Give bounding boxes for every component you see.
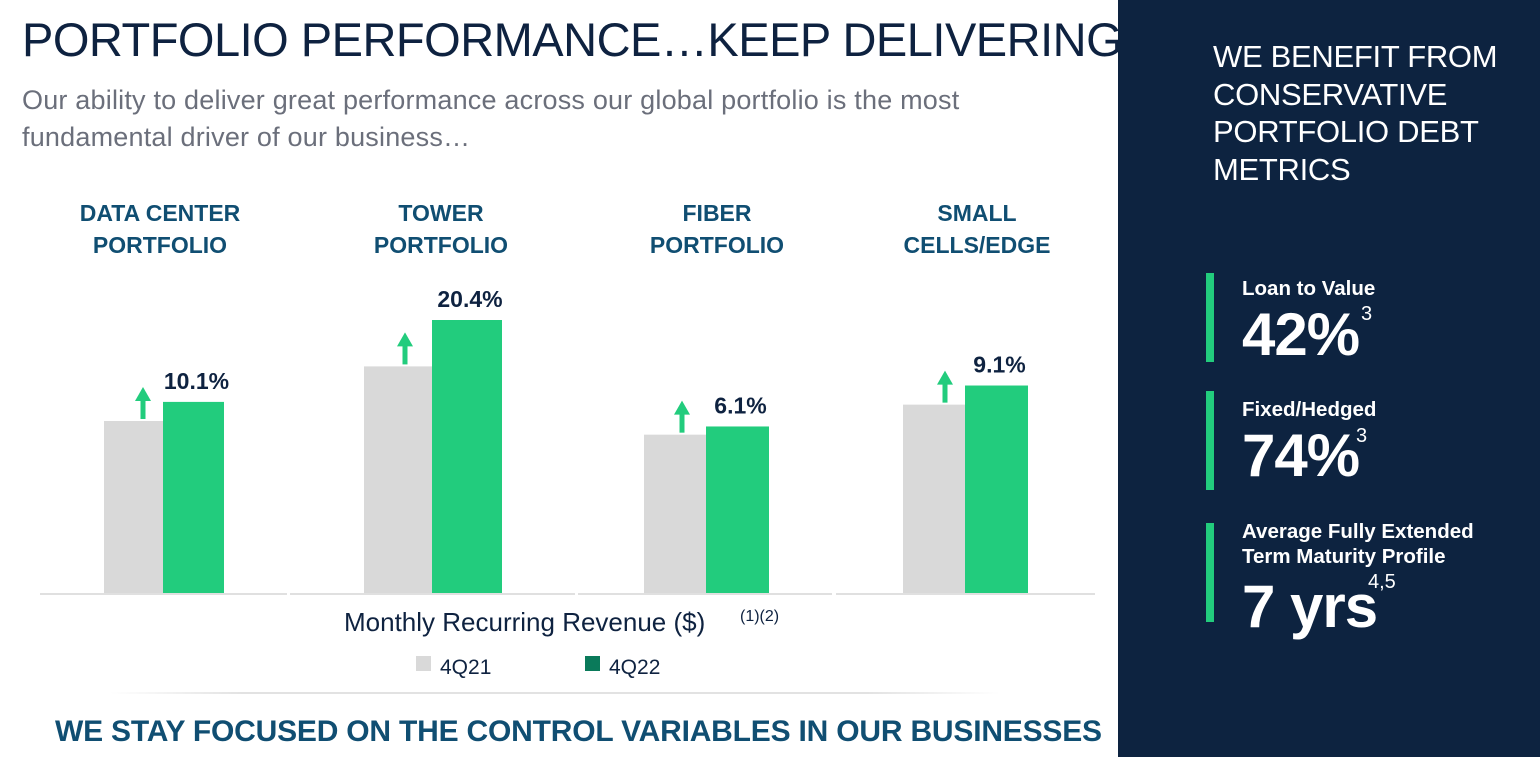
page-title: PORTFOLIO PERFORMANCE…KEEP DELIVERING: [22, 13, 1123, 66]
category-label: TOWER: [398, 200, 484, 226]
metric-accent-bar: [1206, 523, 1214, 622]
metric-label-line2: Term Maturity Profile: [1242, 545, 1446, 568]
metric-label: Average Fully Extended Term Maturity Pro…: [1242, 519, 1474, 569]
growth-arrow-icon: [674, 400, 690, 415]
category-label: SMALL: [937, 200, 1016, 226]
metric-footnote: 4,5: [1368, 571, 1396, 593]
panel-title: WE BENEFIT FROM CONSERVATIVE PORTFOLIO D…: [1213, 39, 1498, 187]
metric-accent-bar: [1206, 391, 1214, 490]
footer-headline: WE STAY FOCUSED ON THE CONTROL VARIABLES…: [55, 715, 1102, 748]
growth-arrow-shaft: [402, 344, 408, 365]
growth-arrow-icon: [135, 387, 151, 402]
bar-4q22: [965, 385, 1028, 593]
metric-value: 7 yrs: [1242, 573, 1378, 640]
bar-4q21: [644, 434, 706, 593]
legend-label: 4Q21: [440, 656, 491, 679]
bar-4q22: [432, 320, 502, 593]
x-axis-title-footnote: (1)(2): [740, 608, 779, 625]
mrr-growth-bar-chart: DATA CENTER PORTFOLIO 10.1% TOWER PORTFOLIO 2…: [40, 200, 1095, 679]
growth-arrow-shaft: [942, 382, 948, 403]
metric-footnote: 3: [1361, 303, 1373, 325]
growth-data-label: 10.1%: [164, 368, 229, 394]
debt-metrics-panel: WE BENEFIT FROM CONSERVATIVE PORTFOLIO D…: [1118, 0, 1540, 757]
growth-arrow-shaft: [679, 412, 685, 433]
growth-data-label: 20.4%: [437, 286, 502, 312]
metric-accent-bar: [1206, 273, 1214, 362]
legend-label: 4Q22: [609, 656, 660, 679]
category-label: PORTFOLIO: [93, 232, 227, 258]
category-label: CELLS/EDGE: [904, 232, 1051, 258]
growth-arrow-shaft: [140, 399, 146, 420]
metric-label: Loan to Value: [1242, 277, 1376, 300]
metric-value: 42%: [1242, 301, 1360, 368]
legend-swatch: [416, 656, 431, 671]
metric-footnote: 3: [1356, 425, 1368, 447]
metric-label: Fixed/Hedged: [1242, 398, 1377, 421]
x-axis-title: Monthly Recurring Revenue ($): [344, 607, 705, 637]
footer-divider: [110, 692, 1000, 694]
bar-4q21: [903, 404, 965, 593]
page-subtitle: Our ability to deliver great performance…: [22, 85, 960, 152]
main-content: PORTFOLIO PERFORMANCE…KEEP DELIVERING Ou…: [22, 13, 1123, 748]
bar-4q22: [706, 426, 769, 593]
growth-data-label: 6.1%: [714, 392, 766, 418]
metric-label-line1: Average Fully Extended: [1242, 520, 1474, 543]
legend-swatch: [585, 656, 600, 671]
growth-arrow-icon: [937, 370, 953, 385]
category-label: DATA CENTER: [80, 200, 241, 226]
category-label: FIBER: [683, 200, 752, 226]
metric-value: 74%: [1242, 422, 1360, 489]
category-label: PORTFOLIO: [374, 232, 508, 258]
bar-4q21: [104, 421, 164, 593]
growth-arrow-icon: [397, 332, 413, 347]
bar-4q21: [364, 366, 432, 593]
category-label: PORTFOLIO: [650, 232, 784, 258]
growth-data-label: 9.1%: [973, 352, 1025, 378]
bar-4q22: [163, 401, 224, 593]
